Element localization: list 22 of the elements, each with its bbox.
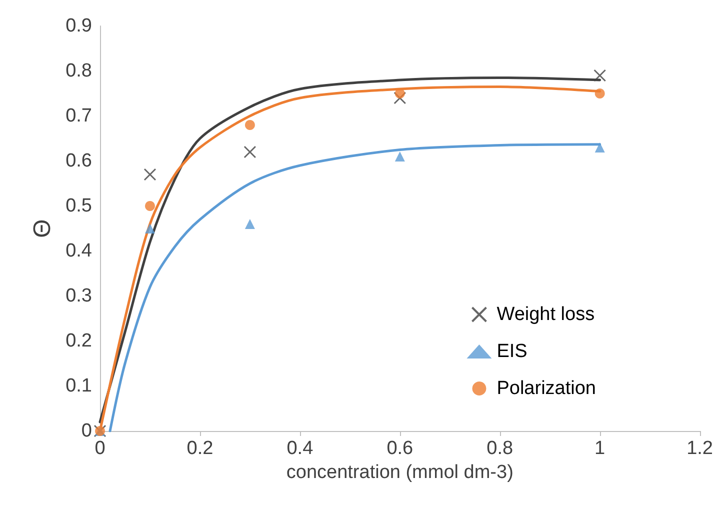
y-tick-label: 0.2 bbox=[66, 330, 92, 352]
legend-label: EIS bbox=[496, 341, 528, 362]
y-tick-label: 0.7 bbox=[66, 106, 92, 126]
y-tick-label: 0.8 bbox=[66, 60, 92, 82]
y-tick-label: 0 bbox=[81, 420, 92, 442]
x-tick-label: 1 bbox=[594, 438, 606, 459]
y-tick-label: 0.3 bbox=[66, 286, 92, 306]
x-tick-label: 1.2 bbox=[686, 438, 714, 459]
x-tick-label: 0.4 bbox=[286, 438, 314, 459]
y-tick-label: 0.1 bbox=[66, 376, 92, 396]
x-axis-title: concentration (mmol dm-3) bbox=[286, 462, 514, 483]
y-axis-title: Θ bbox=[29, 219, 56, 238]
x-tick-label: 0.2 bbox=[186, 438, 214, 459]
x-tick-label: 0.8 bbox=[486, 438, 514, 459]
legend-label: Polarization bbox=[496, 378, 596, 399]
y-tick-label: 0.4 bbox=[66, 240, 92, 262]
y-tick-label: 0.9 bbox=[66, 16, 92, 36]
x-tick-label: 0 bbox=[94, 438, 106, 459]
y-tick-label: 0.6 bbox=[66, 150, 92, 172]
x-tick-label: 0.6 bbox=[386, 438, 414, 459]
y-tick-label: 0.5 bbox=[66, 196, 92, 216]
legend-label: Weight loss bbox=[496, 304, 595, 325]
